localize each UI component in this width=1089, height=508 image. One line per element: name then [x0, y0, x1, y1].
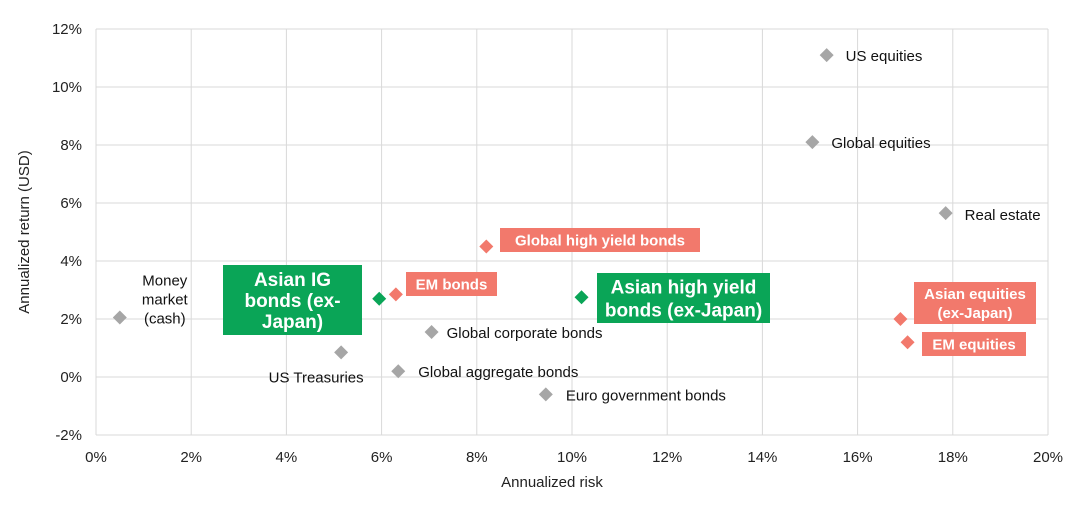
gridlines — [95, 28, 1049, 436]
label-box-em-bonds — [406, 272, 497, 296]
point-label-asian-high-yield-bonds-ex-japan: Asian high yield bonds (ex-Japan) — [605, 277, 762, 321]
point-marker-us-treasuries — [334, 345, 349, 360]
label-line: Global equities — [831, 135, 930, 152]
label-line: bonds (ex- — [244, 291, 340, 312]
point-marker-money-market-cash — [112, 310, 127, 325]
label-line: Asian IG — [254, 270, 331, 291]
label-line: (ex-Japan) — [937, 305, 1012, 322]
label-line: Asian high yield — [611, 277, 757, 298]
y-tick-label: 4% — [60, 253, 82, 270]
x-tick-label: 10% — [557, 449, 587, 466]
point-marker-real-estate — [938, 206, 953, 221]
x-tick-label: 8% — [466, 449, 488, 466]
point-marker-global-aggregate-bonds — [391, 364, 406, 379]
label-line: bonds (ex-Japan) — [605, 300, 762, 321]
label-box-asian-high-yield-bonds-ex-japan — [597, 273, 770, 323]
label-line: US Treasuries — [269, 369, 364, 386]
label-line: Global corporate bonds — [447, 325, 603, 342]
point-label-us-treasuries: US Treasuries — [269, 369, 364, 386]
point-marker-em-equities — [900, 335, 915, 350]
data-points — [112, 48, 953, 402]
label-line: market — [142, 292, 189, 309]
point-marker-asian-ig-bonds-ex-japan — [372, 291, 387, 306]
y-tick-label: 12% — [52, 21, 82, 38]
label-line: EM equities — [932, 336, 1015, 353]
y-tick-label: 10% — [52, 79, 82, 96]
label-line: (cash) — [144, 311, 186, 328]
label-line: Global aggregate bonds — [418, 364, 578, 381]
label-box-asian-equities-ex-japan — [914, 282, 1036, 324]
point-label-em-equities: EM equities — [932, 336, 1015, 353]
label-box-em-equities — [922, 332, 1026, 356]
x-tick-label: 18% — [938, 449, 968, 466]
x-tick-label: 20% — [1033, 449, 1063, 466]
point-label-us-equities: US equities — [846, 48, 923, 65]
point-label-money-market-cash: Money market (cash) — [142, 273, 189, 328]
tick-labels: 0% 2% 4% 6% 8% 10% 12% 14% 16% 18% 20%-2%0%2%4%6%8… — [52, 21, 1063, 466]
point-marker-asian-high-yield-bonds-ex-japan — [574, 290, 589, 305]
y-tick-label: 6% — [60, 195, 82, 212]
label-line: US equities — [846, 48, 923, 65]
y-tick-label: -2% — [55, 427, 82, 444]
point-marker-global-high-yield-bonds — [479, 239, 494, 254]
y-axis-title: Annualized return (USD) — [16, 150, 33, 313]
x-tick-label: 6% — [371, 449, 393, 466]
label-line: Real estate — [965, 207, 1041, 224]
y-tick-label: 2% — [60, 311, 82, 328]
label-box-global-high-yield-bonds — [500, 228, 700, 252]
point-label-global-aggregate-bonds: Global aggregate bonds — [418, 364, 578, 381]
point-label-asian-ig-bonds-ex-japan: Asian IG bonds (ex-Japan) — [244, 270, 340, 333]
x-tick-label: 4% — [276, 449, 298, 466]
point-labels: US equities Global equities Real estate Mon… — [142, 48, 1041, 404]
x-tick-label: 16% — [843, 449, 873, 466]
point-marker-us-equities — [819, 48, 834, 63]
label-line: Money — [142, 273, 188, 290]
point-label-asian-equities-ex-japan: Asian equities (ex-Japan) — [924, 286, 1026, 322]
point-label-global-equities: Global equities — [831, 135, 930, 152]
x-tick-label: 12% — [652, 449, 682, 466]
point-marker-global-corporate-bonds — [424, 325, 439, 340]
x-axis-title: Annualized risk — [501, 474, 603, 491]
point-marker-em-bonds — [388, 287, 403, 302]
label-line: Asian equities — [924, 286, 1026, 303]
point-label-global-corporate-bonds: Global corporate bonds — [447, 325, 603, 342]
point-marker-euro-government-bonds — [538, 387, 553, 402]
point-marker-asian-equities-ex-japan — [893, 312, 908, 326]
label-line: Euro government bonds — [566, 387, 726, 404]
point-label-global-high-yield-bonds: Global high yield bonds — [515, 232, 685, 249]
point-marker-global-equities — [805, 135, 820, 150]
y-tick-label: 8% — [60, 137, 82, 154]
y-tick-label: 0% — [60, 369, 82, 386]
label-box-asian-ig-bonds-ex-japan — [223, 265, 362, 335]
x-tick-label: 2% — [180, 449, 202, 466]
label-line: Japan) — [262, 312, 323, 333]
x-tick-label: 0% — [85, 449, 107, 466]
point-label-em-bonds: EM bonds — [416, 276, 488, 293]
x-tick-label: 14% — [747, 449, 777, 466]
point-label-euro-government-bonds: Euro government bonds — [566, 387, 726, 404]
label-line: Global high yield bonds — [515, 232, 685, 249]
point-label-real-estate: Real estate — [965, 207, 1041, 224]
label-line: EM bonds — [416, 276, 488, 293]
